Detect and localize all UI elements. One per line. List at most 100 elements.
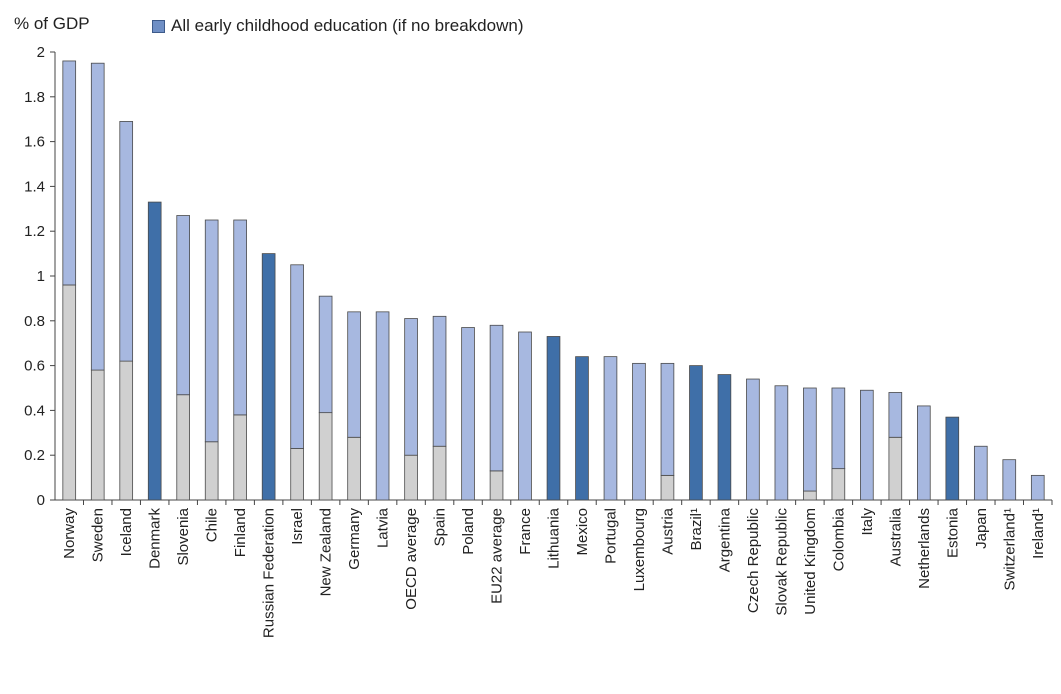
- x-tick-label: New Zealand: [318, 508, 335, 596]
- bar-segment-upper: [233, 219, 247, 416]
- bar-segment-lower: [176, 394, 190, 501]
- bar-segment-upper: [62, 60, 77, 286]
- bar-segment-lower: [432, 445, 447, 501]
- bar-total: [575, 356, 589, 501]
- y-tick-label: 0.8: [24, 313, 45, 330]
- bar-segment-upper: [632, 362, 646, 501]
- y-tick-label: 0.4: [24, 402, 45, 419]
- legend: All early childhood education (if no bre…: [152, 16, 523, 36]
- bar-total: [945, 416, 960, 501]
- x-tick-label: Czech Republic: [745, 508, 762, 614]
- bar-segment-lower: [803, 490, 817, 501]
- bar-segment-upper: [603, 356, 618, 501]
- x-tick-label: Finland: [232, 508, 249, 557]
- x-tick-label: Italy: [859, 508, 876, 536]
- x-tick-label: Argentina: [716, 507, 733, 572]
- x-tick-label: Russian Federation: [261, 508, 278, 638]
- bar-segment-lower: [90, 369, 105, 501]
- x-tick-label: Portugal: [602, 508, 619, 564]
- x-tick-label: Ireland¹: [1030, 508, 1047, 559]
- legend-swatch: [152, 19, 165, 33]
- x-tick-label: Brazil¹: [688, 508, 705, 551]
- bar-segment-upper: [489, 324, 504, 472]
- bar-segment-upper: [518, 331, 532, 501]
- bar-total: [261, 253, 276, 501]
- bar-segment-lower: [347, 436, 361, 501]
- y-tick-label: 0.2: [24, 447, 45, 464]
- x-tick-label: Japan: [973, 508, 990, 549]
- x-tick-label: EU22 average: [489, 508, 506, 604]
- bar-segment-upper: [803, 387, 817, 492]
- bar-total: [717, 374, 732, 501]
- x-tick-label: Iceland: [118, 508, 135, 556]
- bar-segment-upper: [973, 445, 988, 501]
- bar-segment-upper: [432, 315, 447, 447]
- x-tick-label: Luxembourg: [631, 508, 648, 591]
- x-tick-label: Austria: [659, 507, 676, 554]
- bar-segment-upper: [375, 311, 390, 501]
- bar-segment-upper: [176, 215, 190, 396]
- legend-label: All early childhood education (if no bre…: [171, 16, 524, 35]
- bar-segment-upper: [318, 295, 333, 414]
- x-tick-label: Norway: [61, 508, 78, 559]
- bar-segment-lower: [888, 436, 903, 501]
- bar-segment-upper: [461, 327, 475, 501]
- bar-segment-upper: [204, 219, 219, 443]
- bar-segment-upper: [774, 385, 789, 501]
- x-tick-label: Mexico: [574, 508, 591, 556]
- x-tick-label: Australia: [887, 507, 904, 566]
- bar-segment-lower: [404, 454, 418, 501]
- bar-segment-upper: [888, 392, 903, 438]
- y-tick-label: 1: [37, 268, 45, 285]
- bar-segment-upper: [290, 264, 304, 449]
- bar-segment-lower: [62, 284, 77, 501]
- bar-total: [689, 365, 703, 501]
- bar-segment-lower: [660, 474, 675, 501]
- x-tick-label: Spain: [432, 508, 449, 546]
- bar-total: [546, 336, 561, 501]
- bar-segment-lower: [489, 470, 504, 501]
- x-tick-label: Colombia: [830, 507, 847, 571]
- bar-segment-upper: [90, 62, 105, 371]
- x-tick-label: Israel: [289, 508, 306, 545]
- y-tick-label: 2: [37, 44, 45, 61]
- x-tick-label: OECD average: [403, 508, 420, 610]
- bar-segment-lower: [290, 448, 304, 501]
- y-tick-label: 0.6: [24, 358, 45, 375]
- y-tick-label: 1.8: [24, 89, 45, 106]
- x-tick-label: Chile: [204, 508, 221, 542]
- x-tick-label: Germany: [346, 508, 363, 570]
- x-tick-label: Slovak Republic: [773, 508, 790, 616]
- bar-segment-lower: [318, 412, 333, 501]
- x-tick-label: United Kingdom: [802, 508, 819, 615]
- bar-segment-lower: [204, 441, 219, 501]
- x-tick-label: Switzerland¹: [1001, 508, 1018, 591]
- bar-segment-lower: [831, 468, 846, 501]
- x-tick-label: Sweden: [90, 508, 107, 562]
- bar-total: [147, 201, 162, 501]
- x-tick-label: Estonia: [944, 507, 961, 558]
- y-tick-label: 0: [37, 492, 45, 509]
- y-tick-label: 1.4: [24, 178, 45, 195]
- bar-segment-lower: [233, 414, 247, 501]
- x-tick-label: Slovenia: [175, 507, 192, 565]
- bar-segment-upper: [917, 405, 931, 501]
- bar-segment-upper: [660, 362, 675, 476]
- bar-segment-upper: [404, 318, 418, 456]
- bar-segment-upper: [746, 378, 760, 501]
- x-tick-label: Lithuania: [546, 507, 563, 569]
- y-tick-label: 1.2: [24, 223, 45, 240]
- bar-segment-upper: [831, 387, 846, 470]
- x-tick-label: Netherlands: [916, 508, 933, 589]
- x-tick-label: France: [517, 508, 534, 555]
- bar-segment-upper: [1030, 474, 1045, 501]
- bar-segment-lower: [119, 360, 134, 501]
- x-tick-label: Latvia: [375, 507, 392, 548]
- y-axis-label: % of GDP: [14, 14, 90, 33]
- bar-segment-upper: [860, 389, 874, 501]
- y-tick-label: 1.6: [24, 134, 45, 151]
- x-tick-label: Poland: [460, 508, 477, 555]
- bar-segment-upper: [1002, 459, 1017, 501]
- bar-segment-upper: [347, 311, 361, 438]
